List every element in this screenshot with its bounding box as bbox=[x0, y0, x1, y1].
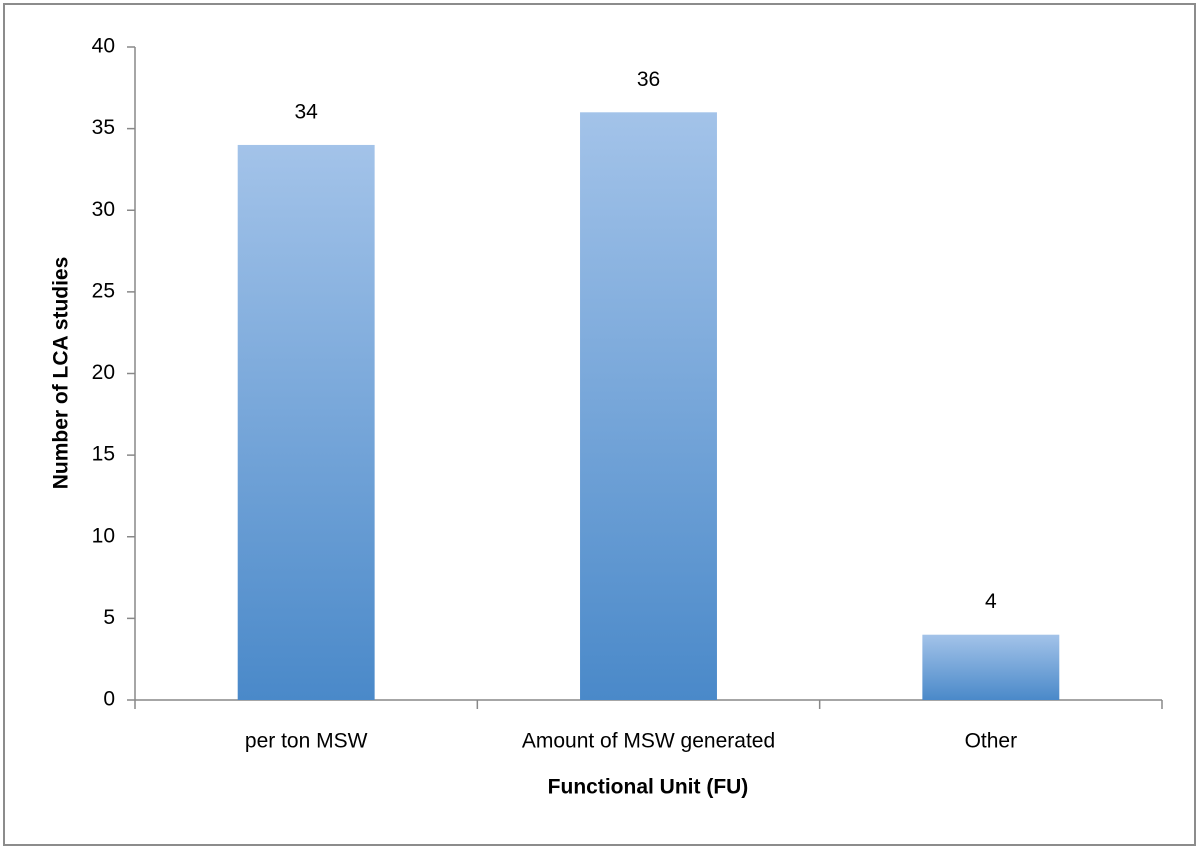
y-axis-title: Number of LCA studies bbox=[50, 257, 73, 490]
bar bbox=[580, 112, 717, 701]
y-tick-label: 30 bbox=[92, 198, 115, 221]
y-tick-label: 35 bbox=[92, 116, 115, 139]
y-tick-label: 5 bbox=[103, 606, 115, 629]
y-tick-label: 40 bbox=[92, 35, 115, 58]
x-tick-label: Other bbox=[965, 730, 1018, 753]
x-tick-label: per ton MSW bbox=[245, 730, 368, 753]
bar bbox=[922, 634, 1060, 700]
y-tick-label: 10 bbox=[92, 524, 115, 547]
x-axis-title: Functional Unit (FU) bbox=[548, 776, 749, 799]
y-tick-label: 20 bbox=[92, 361, 115, 384]
data-label: 4 bbox=[985, 590, 997, 613]
y-tick-label: 15 bbox=[92, 443, 115, 466]
y-tick-label: 0 bbox=[103, 688, 115, 711]
x-tick-label: Amount of MSW generated bbox=[522, 730, 775, 753]
y-tick-label: 25 bbox=[92, 279, 115, 302]
bar bbox=[237, 144, 375, 700]
data-label: 34 bbox=[294, 100, 318, 123]
data-label: 36 bbox=[637, 68, 660, 91]
